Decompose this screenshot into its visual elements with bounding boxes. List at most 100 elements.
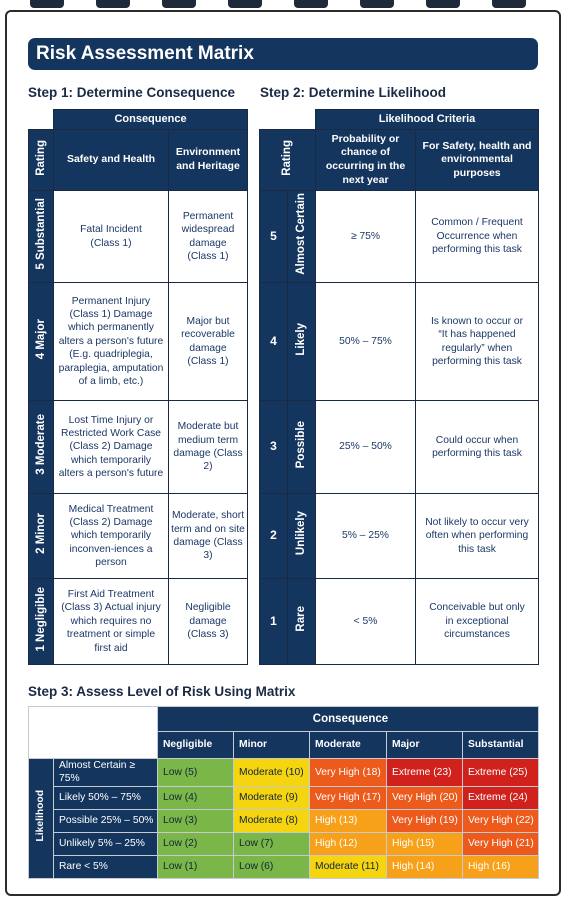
consequence-row: 3 Moderate Lost Time Injury or Restricte… xyxy=(28,400,249,494)
risk-cell: Very High (22) xyxy=(461,808,540,833)
consequence-row: 4 Major Permanent Injury (Class 1) Damag… xyxy=(28,282,249,401)
rating-label: 1 Negligible xyxy=(34,586,47,652)
matrix-row: Possible 25% – 50% Low (3) Moderate (8) Hig… xyxy=(29,808,540,833)
purpose-cell: Could occur when performing this task xyxy=(414,400,540,494)
likelihood-table: Likelihood Criteria Rating Probability o… xyxy=(259,109,540,665)
purpose-cell: Common / Frequent Occurrence when perfor… xyxy=(414,190,540,283)
rating-label: 5 Substantial xyxy=(34,198,47,270)
step1-heading: Step 1: Determine Consequence xyxy=(28,85,236,100)
probability-cell: 50% – 75% xyxy=(315,282,416,401)
matrix-row-label: Rare < 5% xyxy=(53,854,158,879)
probability-header: Probability or chance of occurring in th… xyxy=(315,129,416,191)
matrix-column-header: Substantial xyxy=(461,731,540,759)
risk-cell: Very High (17) xyxy=(309,785,387,810)
risk-cell: Low (6) xyxy=(233,854,310,879)
matrix-row: Likelihood Almost Certain ≥ 75% Low (5) Mod… xyxy=(28,758,540,879)
likelihood-row: 1 Rare < 5% Conceivable but only in exce… xyxy=(259,578,540,665)
matrix-column-header: Minor xyxy=(233,731,310,759)
risk-cell: Low (1) xyxy=(157,854,234,879)
rating-label: 3 Moderate xyxy=(34,414,47,475)
risk-cell: High (13) xyxy=(309,808,387,833)
likelihood-row: 3 Possible 25% – 50% Could occur when pe… xyxy=(259,400,540,494)
likelihood-number: 1 xyxy=(259,578,288,665)
risk-cell: Low (3) xyxy=(157,808,234,833)
environment-cell: Moderate but medium term damage (Class 2… xyxy=(167,400,249,494)
environment-cell: Negligible damage (Class 3) xyxy=(167,578,249,665)
likelihood-name: Possible xyxy=(295,420,308,469)
matrix-likelihood-header: Likelihood xyxy=(28,758,54,879)
consequence-table: Consequence Rating Safety and Health Env… xyxy=(28,109,249,665)
safety-cell: Permanent Injury (Class 1) Damage which … xyxy=(53,282,169,401)
risk-cell: Extreme (24) xyxy=(461,785,540,810)
step3-heading: Step 3: Assess Level of Risk Using Matri… xyxy=(28,684,296,699)
matrix-column-header: Negligible xyxy=(157,731,234,759)
risk-cell: High (15) xyxy=(386,831,463,856)
risk-cell: Very High (20) xyxy=(386,785,463,810)
likelihood-group-header: Likelihood Criteria xyxy=(314,109,540,130)
safety-cell: Fatal Incident (Class 1) xyxy=(53,190,169,283)
matrix-row-label: Unlikely 5% – 25% xyxy=(53,831,158,856)
page-title: Risk Assessment Matrix xyxy=(28,38,538,70)
rating-header: Rating xyxy=(28,129,54,191)
purpose-cell: Is known to occur or “It has happened re… xyxy=(414,282,540,401)
likelihood-row: 2 Unlikely 5% – 25% Not likely to occur … xyxy=(259,493,540,579)
top-tabs xyxy=(0,0,566,8)
matrix-row-label: Likely 50% – 75% xyxy=(53,785,158,810)
risk-cell: Moderate (9) xyxy=(233,785,310,810)
rating-label: 2 Minor xyxy=(34,513,47,554)
matrix-consequence-header: Consequence xyxy=(156,706,540,732)
consequence-row: 5 Substantial Fatal Incident (Class 1) P… xyxy=(28,190,249,283)
matrix-row: Rare < 5% Low (1) Low (6) Moderate (11) High… xyxy=(29,854,540,879)
likelihood-row: 5 Almost Certain ≥ 75% Common / Frequent… xyxy=(259,190,540,283)
matrix-row: Likely 50% – 75% Low (4) Moderate (9) Very … xyxy=(29,785,540,810)
step2-heading: Step 2: Determine Likelihood xyxy=(260,85,447,100)
likelihood-number: 3 xyxy=(259,400,288,494)
purpose-cell: Not likely to occur very often when perf… xyxy=(414,493,540,579)
probability-cell: 25% – 50% xyxy=(315,400,416,494)
risk-cell: Extreme (23) xyxy=(386,758,463,787)
matrix-row-label: Almost Certain ≥ 75% xyxy=(53,758,158,787)
risk-cell: High (14) xyxy=(386,854,463,879)
likelihood-number: 4 xyxy=(259,282,288,401)
risk-cell: Very High (21) xyxy=(461,831,540,856)
consequence-row: 1 Negligible First Aid Treatment (Class … xyxy=(28,578,249,665)
risk-cell: Very High (19) xyxy=(386,808,463,833)
risk-cell: High (16) xyxy=(461,854,540,879)
probability-cell: ≥ 75% xyxy=(315,190,416,283)
environment-cell: Permanent widespread damage (Class 1) xyxy=(167,190,249,283)
safety-cell: Lost Time Injury or Restricted Work Case… xyxy=(53,400,169,494)
safety-cell: First Aid Treatment (Class 3) Actual inj… xyxy=(53,578,169,665)
risk-cell: Extreme (25) xyxy=(461,758,540,787)
risk-cell: Moderate (11) xyxy=(309,854,387,879)
risk-cell: Low (4) xyxy=(157,785,234,810)
consequence-group-header: Consequence xyxy=(52,109,249,130)
likelihood-number: 5 xyxy=(259,190,288,283)
matrix-column-header: Moderate xyxy=(309,731,387,759)
environment-cell: Major but recoverable damage (Class 1) xyxy=(167,282,249,401)
probability-cell: 5% – 25% xyxy=(315,493,416,579)
environment-cell: Moderate, short term and on site damage … xyxy=(167,493,249,579)
risk-cell: Low (5) xyxy=(157,758,234,787)
matrix-column-header: Major xyxy=(386,731,463,759)
rating-header: Rating xyxy=(259,129,316,191)
safety-header: Safety and Health xyxy=(53,129,169,191)
risk-cell: Low (7) xyxy=(233,831,310,856)
rating-label: 4 Major xyxy=(34,318,47,360)
likelihood-name: Likely xyxy=(295,322,308,356)
matrix-row-label: Possible 25% – 50% xyxy=(53,808,158,833)
likelihood-name: Unlikely xyxy=(295,511,308,556)
risk-cell: Low (2) xyxy=(157,831,234,856)
risk-cell: Moderate (10) xyxy=(233,758,310,787)
risk-cell: High (12) xyxy=(309,831,387,856)
likelihood-name: Almost Certain xyxy=(295,193,308,275)
safety-cell: Medical Treatment (Class 2) Damage which… xyxy=(53,493,169,579)
consequence-row: 2 Minor Medical Treatment (Class 2) Dama… xyxy=(28,493,249,579)
environment-header: Environment and Heritage xyxy=(167,129,249,191)
purpose-cell: Conceivable but only in exceptional circ… xyxy=(414,578,540,665)
likelihood-row: 4 Likely 50% – 75% Is known to occur or … xyxy=(259,282,540,401)
likelihood-number: 2 xyxy=(259,493,288,579)
likelihood-name: Rare xyxy=(295,606,308,632)
risk-matrix: Consequence Negligible Minor Moderate Major… xyxy=(28,706,540,879)
purpose-header: For Safety, health and environmental pur… xyxy=(414,129,540,191)
risk-cell: Moderate (8) xyxy=(233,808,310,833)
